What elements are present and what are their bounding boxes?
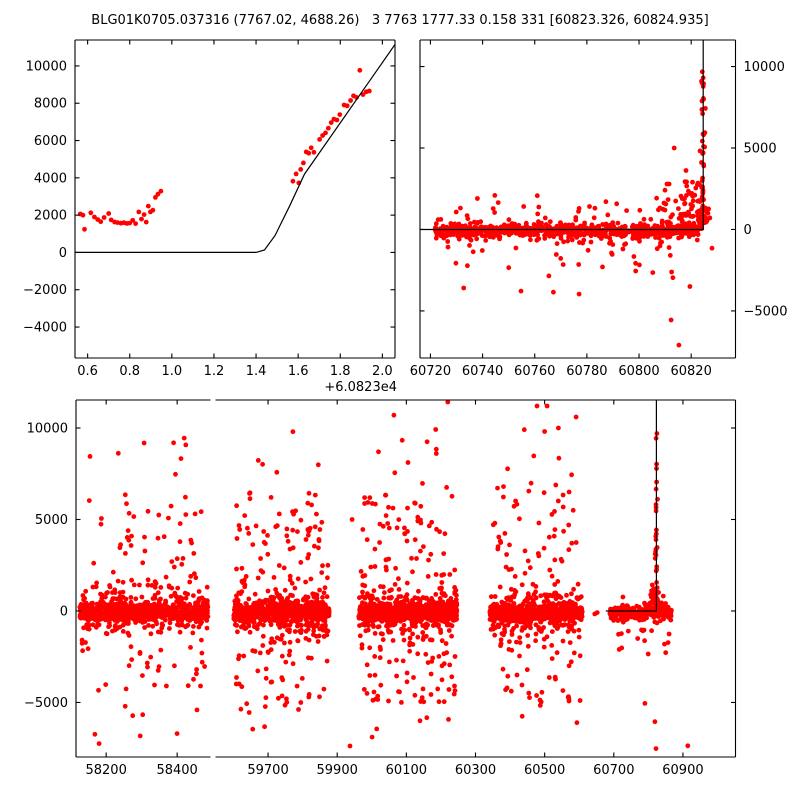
axis-tick-labels: 58200 58400 59700 59900 60100 60300 60500 60700… (24, 421, 704, 778)
x-tick-label: 1.0 (161, 364, 182, 379)
scatter-points (77, 400, 691, 751)
x-tick-label: 58400 (156, 763, 197, 778)
x-tick-label: 59900 (317, 763, 358, 778)
y-tick-label: 2000 (34, 209, 67, 224)
x-tick-label: 60100 (386, 763, 427, 778)
y-tick-label: 0 (60, 604, 68, 619)
figure-title: BLG01K0705.037316 (7767.02, 4688.26) 3 7… (91, 13, 709, 28)
x-tick-label: 60900 (662, 763, 703, 778)
axis-ticks (76, 400, 736, 757)
x-tick-label: 1.8 (330, 364, 351, 379)
y-tick-label: 5000 (744, 142, 777, 157)
y-tick-label: −5000 (24, 696, 68, 711)
scatter-points (432, 69, 715, 348)
x-tick-label: 60740 (462, 364, 503, 379)
x-tick-label: 60720 (410, 364, 451, 379)
subplot-peak-zoom: 0.6 0.8 1.0 1.2 1.4 1.6 1.8 2.0 −4000 −2000 0 2000 4… (23, 39, 397, 395)
axis-ticks (75, 40, 395, 358)
x-tick-label: 0.8 (119, 364, 140, 379)
axis-tick-labels: 0.6 0.8 1.0 1.2 1.4 1.6 1.8 2.0 −4000 −2000 0 2000 4… (23, 59, 393, 379)
axis-spines (419, 39, 737, 359)
y-tick-label: −2000 (23, 283, 67, 298)
axis-ticks (420, 40, 736, 358)
scatter-points (77, 67, 372, 232)
x-tick-label: 60700 (593, 763, 634, 778)
x-tick-label: 59700 (247, 763, 288, 778)
y-tick-label: 10000 (27, 421, 68, 436)
x-tick-label: 60780 (566, 364, 607, 379)
subplot-full-lightcurve: 58200 58400 59700 59900 60100 60300 60500 60700… (24, 399, 737, 778)
x-tick-label: 60760 (514, 364, 555, 379)
axis-spines (75, 399, 737, 758)
axis-tick-labels: 60720 60740 60760 60780 60800 60820 −5000 0 5000… (410, 60, 788, 379)
x-tick-label: 58200 (85, 763, 126, 778)
model-line (605, 400, 658, 612)
y-tick-label: 0 (59, 246, 67, 261)
subplot-season-zoom: 60720 60740 60760 60780 60800 60820 −5000 0 5000… (410, 39, 788, 379)
x-tick-label: 60300 (455, 763, 496, 778)
y-tick-label: 10000 (744, 60, 785, 75)
y-tick-label: 0 (744, 223, 752, 238)
y-tick-label: 4000 (34, 171, 67, 186)
y-tick-label: 5000 (35, 513, 68, 528)
x-tick-label: 0.6 (77, 364, 98, 379)
x-tick-label: 2.0 (372, 364, 393, 379)
x-tick-label: 60500 (524, 763, 565, 778)
y-tick-label: 8000 (34, 97, 67, 112)
model-line (75, 44, 395, 253)
model-line (420, 40, 704, 231)
x-tick-label: 60820 (670, 364, 711, 379)
y-tick-label: −4000 (23, 321, 67, 336)
x-tick-label: 1.2 (204, 364, 225, 379)
x-tick-label: 1.6 (288, 364, 309, 379)
x-axis-offset-text: +6.0823e4 (324, 380, 397, 395)
axis-spines (74, 39, 396, 359)
y-tick-label: 6000 (34, 134, 67, 149)
x-tick-label: 60800 (618, 364, 659, 379)
y-tick-label: 10000 (26, 59, 67, 74)
y-tick-label: −5000 (744, 304, 788, 319)
x-tick-label: 1.4 (246, 364, 267, 379)
